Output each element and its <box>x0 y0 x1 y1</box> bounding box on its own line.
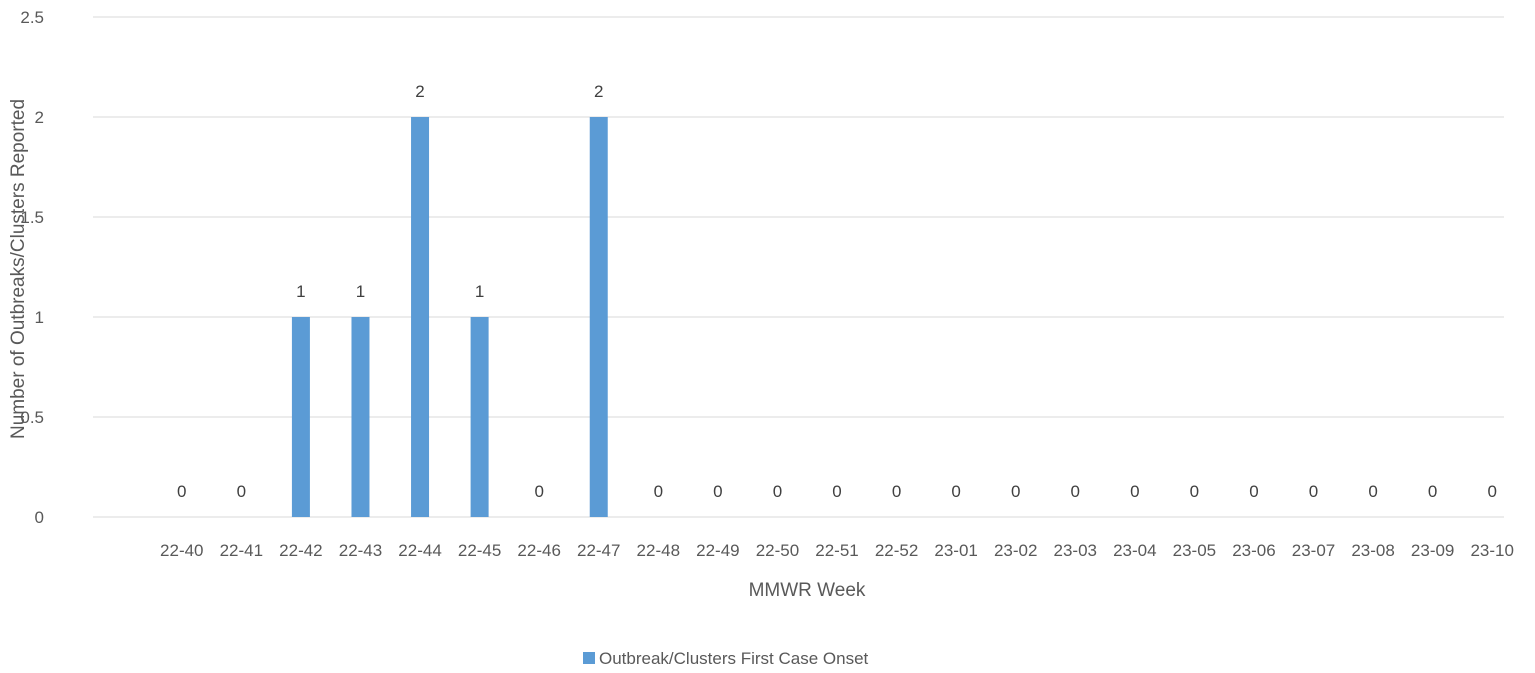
data-label: 0 <box>1249 482 1258 501</box>
x-tick-label: 22-50 <box>756 541 799 560</box>
data-label: 0 <box>1428 482 1437 501</box>
data-label: 0 <box>177 482 186 501</box>
x-axis-title: MMWR Week <box>749 580 866 601</box>
bar <box>589 117 608 517</box>
data-label: 0 <box>1368 482 1377 501</box>
x-tick-label: 23-08 <box>1351 541 1394 560</box>
data-label: 0 <box>1011 482 1020 501</box>
y-tick-label: 2 <box>35 108 44 127</box>
y-tick-label: 1 <box>35 308 44 327</box>
x-tick-label: 23-04 <box>1113 541 1156 560</box>
data-labels: 0 0 1 1 2 1 0 2 0 0 0 0 0 0 0 0 0 0 0 0 0 0 0 <box>177 82 1497 501</box>
legend-swatch <box>583 652 595 664</box>
data-label: 0 <box>1487 482 1496 501</box>
x-tick-label: 22-45 <box>458 541 501 560</box>
y-tick-label: 1.5 <box>20 208 44 227</box>
bar <box>291 317 310 517</box>
x-tick-label: 22-52 <box>875 541 918 560</box>
data-label: 0 <box>1071 482 1080 501</box>
x-tick-label: 23-05 <box>1173 541 1216 560</box>
x-tick-label: 22-47 <box>577 541 620 560</box>
bar <box>411 117 430 517</box>
data-label: 0 <box>832 482 841 501</box>
x-tick-label: 23-10 <box>1470 541 1513 560</box>
data-label: 0 <box>1130 482 1139 501</box>
x-tick-label: 23-07 <box>1292 541 1335 560</box>
data-label: 0 <box>1309 482 1318 501</box>
x-tick-label: 23-06 <box>1232 541 1275 560</box>
y-axis-title: Number of Outbreaks/Clusters Reported <box>8 99 29 439</box>
y-axis-ticks: 0 0.5 1 1.5 2 2.5 <box>20 8 44 527</box>
data-label: 0 <box>951 482 960 501</box>
legend-label: Outbreak/Clusters First Case Onset <box>599 649 869 668</box>
x-tick-label: 22-43 <box>339 541 382 560</box>
x-tick-label: 22-48 <box>637 541 680 560</box>
x-tick-label: 23-03 <box>1054 541 1097 560</box>
x-tick-label: 22-46 <box>517 541 560 560</box>
y-tick-label: 0 <box>35 508 44 527</box>
data-label: 2 <box>594 82 603 101</box>
x-tick-label: 23-01 <box>934 541 977 560</box>
x-tick-label: 23-09 <box>1411 541 1454 560</box>
x-tick-label: 22-42 <box>279 541 322 560</box>
bar <box>470 317 489 517</box>
data-label: 1 <box>475 282 484 301</box>
data-label: 0 <box>773 482 782 501</box>
x-tick-label: 22-44 <box>398 541 441 560</box>
x-tick-label: 22-51 <box>815 541 858 560</box>
x-tick-label: 23-02 <box>994 541 1037 560</box>
x-tick-label: 22-41 <box>220 541 263 560</box>
legend: Outbreak/Clusters First Case Onset <box>583 649 869 668</box>
data-label: 1 <box>296 282 305 301</box>
bar <box>351 317 370 517</box>
x-tick-label: 22-40 <box>160 541 203 560</box>
data-label: 1 <box>356 282 365 301</box>
data-label: 0 <box>534 482 543 501</box>
x-axis-ticks: 22-40 22-41 22-42 22-43 22-44 22-45 22-46 22-47… <box>160 541 1514 560</box>
data-label: 0 <box>237 482 246 501</box>
data-label: 0 <box>1190 482 1199 501</box>
y-tick-label: 0.5 <box>20 408 44 427</box>
data-label: 0 <box>892 482 901 501</box>
y-tick-label: 2.5 <box>20 8 44 27</box>
data-label: 0 <box>654 482 663 501</box>
bars <box>291 117 608 517</box>
data-label: 0 <box>713 482 722 501</box>
x-tick-label: 22-49 <box>696 541 739 560</box>
data-label: 2 <box>415 82 424 101</box>
gridlines <box>93 16 1504 418</box>
